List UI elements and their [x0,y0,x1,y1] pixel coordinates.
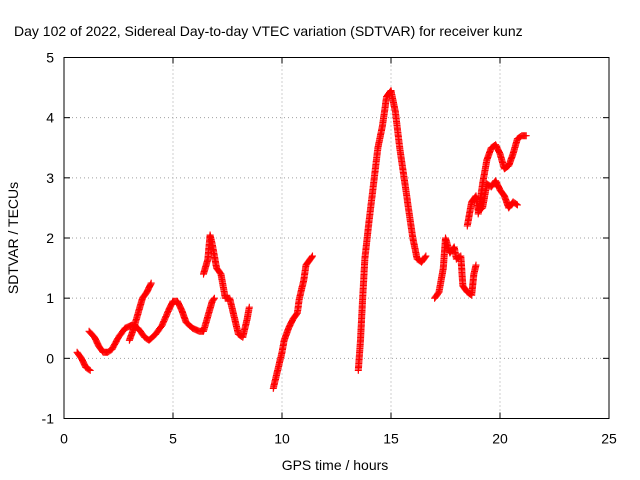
x-tick-label: 10 [274,431,290,447]
y-tick-label: 4 [46,110,54,126]
data-point [245,303,253,311]
data-segment [474,132,530,218]
axis-ticks [63,57,610,419]
data-point [522,132,530,140]
data-point [472,261,480,269]
data-point [512,200,520,208]
data-segment [354,87,430,374]
x-tick-label: 5 [169,431,177,447]
data-segment [200,231,253,341]
data-segment [125,279,155,344]
y-tick-label: 1 [46,290,54,306]
data-point [513,201,521,209]
data-point [85,366,93,374]
x-tick-label: 0 [60,431,68,447]
y-tick-label: -1 [42,411,55,427]
x-tick-labels: 0 5 10 15 20 25 [60,431,617,447]
y-tick-label: 3 [46,170,54,186]
data-point [86,366,94,374]
x-tick-label: 15 [383,431,399,447]
data-point [422,252,430,260]
y-tick-label: 5 [46,50,54,66]
data-segment [85,294,218,356]
chart-title: Day 102 of 2022, Sidereal Day-to-day VTE… [14,23,523,39]
data-point [210,295,218,303]
x-axis-label: GPS time / hours [282,457,389,473]
y-axis-label: SDTVAR / TECUs [5,182,21,294]
data-points [73,87,530,392]
data-point [309,252,316,260]
data-segment [431,234,480,302]
y-tick-labels: -1 0 1 2 3 4 5 [42,50,55,427]
x-tick-label: 20 [492,431,508,447]
grid-lines [64,57,609,419]
data-point [308,253,316,261]
data-point [147,279,155,287]
data-segment [73,348,94,374]
y-tick-label: 0 [46,350,54,366]
data-point [210,294,218,302]
data-segment [269,252,316,392]
data-point [421,253,429,261]
y-tick-label: 2 [46,230,54,246]
data-segment [463,177,521,230]
x-tick-label: 25 [601,431,617,447]
